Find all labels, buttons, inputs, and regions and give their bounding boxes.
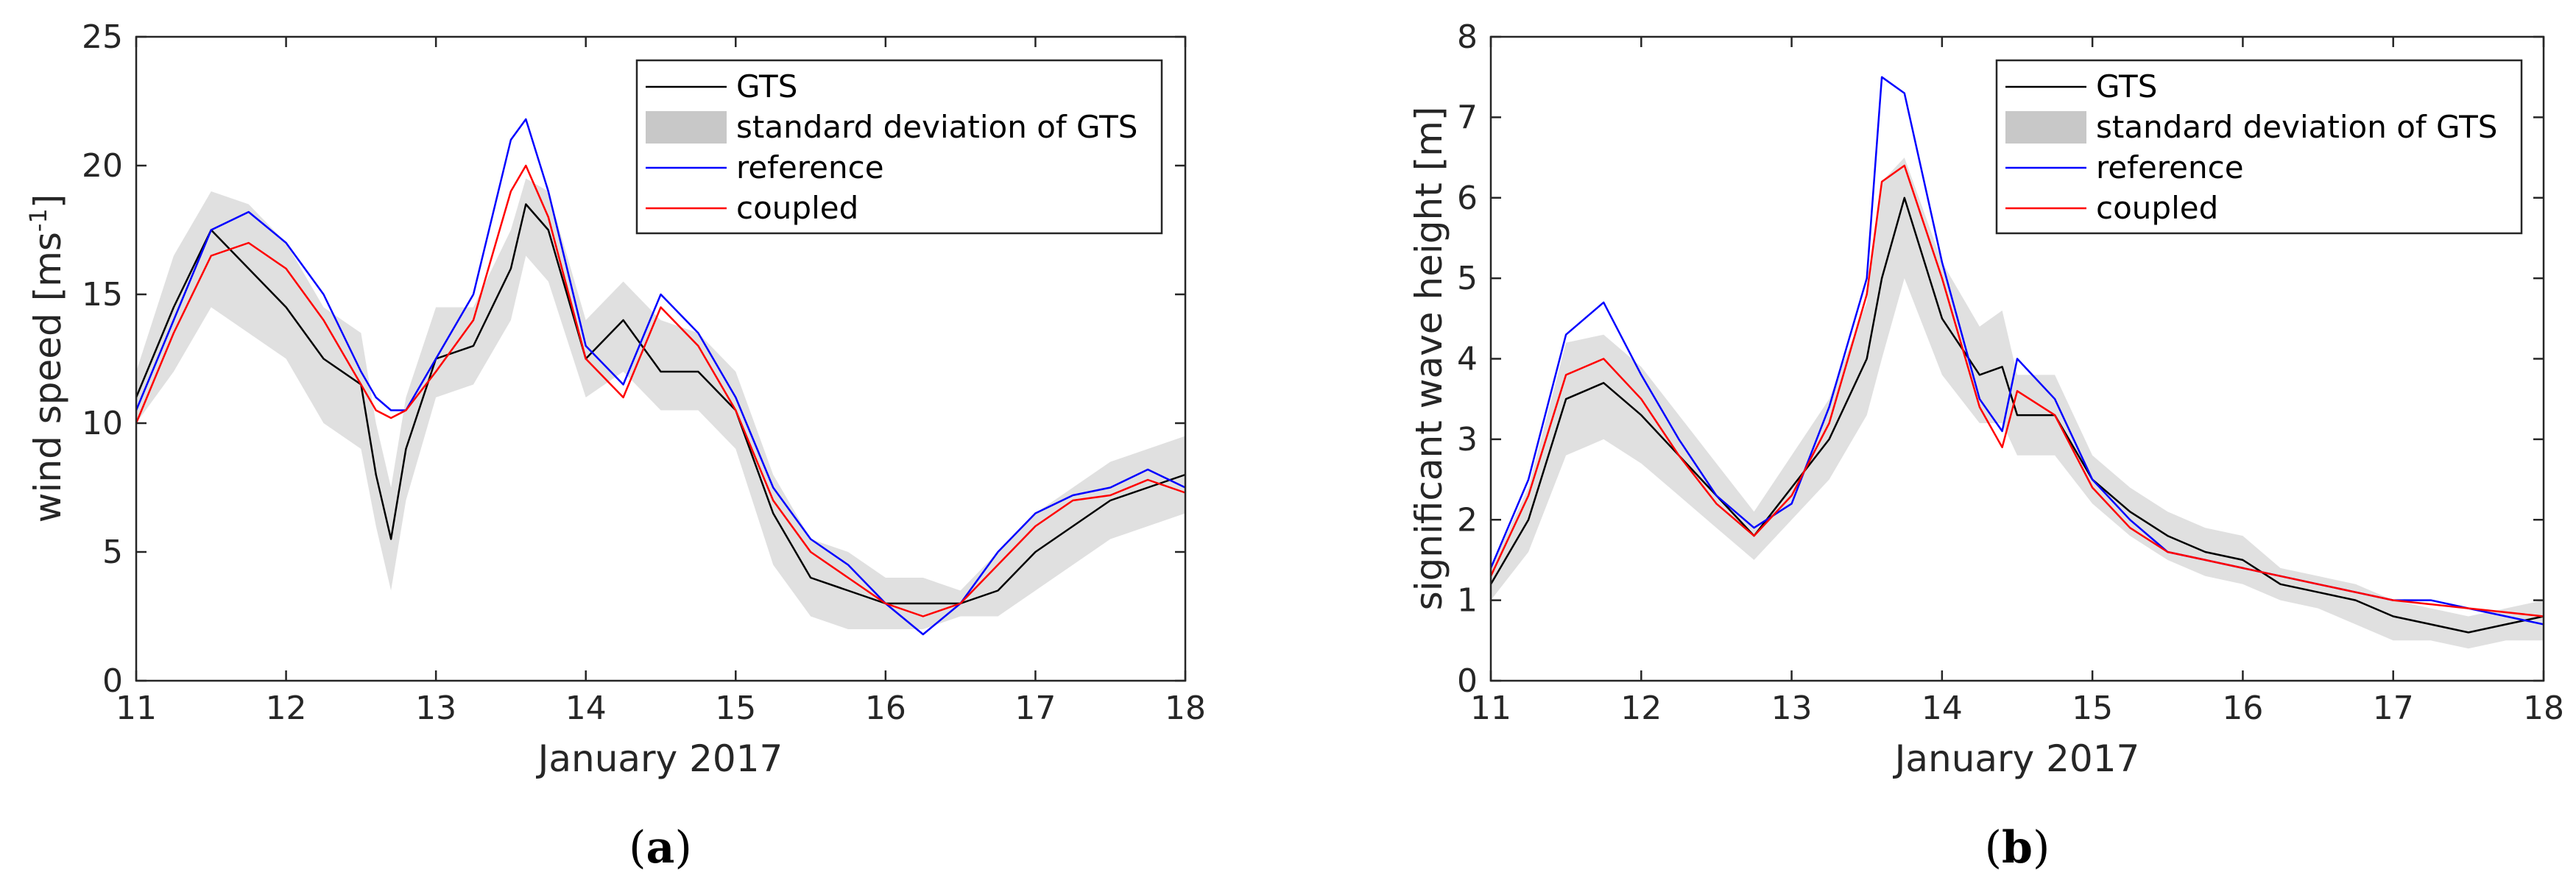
- y-tick-label: 1: [1457, 582, 1478, 620]
- x-tick-label: 12: [1620, 690, 1662, 727]
- y-axis-label-a: wind speed [ms-1]: [24, 194, 69, 523]
- series-line-coupled-a: [135, 164, 1186, 617]
- panel-label-b: (b): [1985, 822, 2050, 874]
- x-tick-label: 13: [1771, 690, 1813, 727]
- legend-swatch-standard-deviation-of-gts: [646, 111, 727, 144]
- x-tick-label: 14: [565, 690, 607, 727]
- legend-label-standard-deviation-of-gts: standard deviation of GTS: [736, 109, 1137, 145]
- y-tick-label: 6: [1457, 180, 1478, 217]
- y-tick-label: 3: [1457, 421, 1478, 458]
- y-tick-label: 7: [1457, 99, 1478, 136]
- x-tick-label: 15: [2072, 690, 2113, 727]
- x-tick-label: 11: [1470, 690, 1511, 727]
- legend-label-reference: reference: [2096, 149, 2244, 185]
- legend-label-gts: GTS: [736, 68, 797, 105]
- y-tick-label: 5: [102, 534, 123, 571]
- legend-label-coupled: coupled: [2096, 190, 2218, 226]
- y-axis-label-b: significant wave height [m]: [1408, 107, 1450, 611]
- x-tick-label: 18: [2523, 690, 2564, 727]
- x-axis-label-a: January 2017: [536, 737, 783, 780]
- x-tick-label: 14: [1922, 690, 1963, 727]
- legend-label-coupled: coupled: [736, 190, 858, 226]
- x-tick-label: 18: [1165, 690, 1206, 727]
- y-tick-label: 5: [1457, 260, 1478, 297]
- legend-label-standard-deviation-of-gts: standard deviation of GTS: [2096, 109, 2497, 145]
- series-line-coupled-b: [1489, 164, 2544, 617]
- legend-box-b: [1995, 59, 2523, 235]
- y-tick-label: 0: [102, 662, 123, 700]
- std-band-b: [1491, 157, 2544, 649]
- legend-swatch-standard-deviation-of-gts: [2005, 111, 2086, 144]
- x-tick-label: 17: [1014, 690, 1056, 727]
- y-tick-label: 15: [82, 276, 123, 314]
- x-tick-label: 15: [715, 690, 756, 727]
- plot-frame-a: [135, 35, 1187, 682]
- x-tick-label: 16: [2222, 690, 2263, 727]
- legend-box-a: [635, 59, 1163, 235]
- legend-label-gts: GTS: [2096, 68, 2157, 105]
- series-line-gts-a: [135, 203, 1186, 605]
- y-tick-label: 0: [1457, 662, 1478, 700]
- y-tick-label: 2: [1457, 501, 1478, 539]
- x-axis-label-b: January 2017: [1893, 737, 2140, 780]
- y-tick-label: 8: [1457, 18, 1478, 56]
- y-tick-label: 20: [82, 147, 123, 185]
- x-tick-label: 11: [116, 690, 157, 727]
- x-tick-label: 12: [266, 690, 307, 727]
- x-tick-label: 17: [2373, 690, 2414, 727]
- y-tick-label: 10: [82, 405, 123, 442]
- x-tick-label: 16: [865, 690, 906, 727]
- y-tick-label: 4: [1457, 341, 1478, 378]
- y-tick-label: 25: [82, 18, 123, 56]
- series-line-reference-a: [135, 118, 1186, 636]
- std-band-a: [136, 178, 1185, 629]
- panel-label-a: (a): [629, 822, 692, 874]
- x-tick-label: 13: [415, 690, 456, 727]
- legend-label-reference: reference: [736, 149, 884, 185]
